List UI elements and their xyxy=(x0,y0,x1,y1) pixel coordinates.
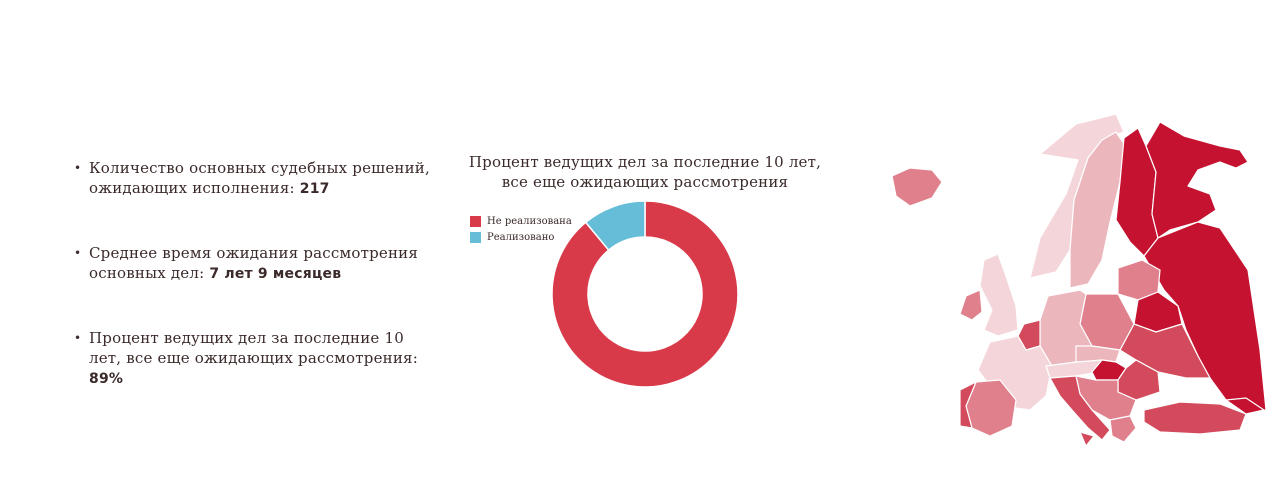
chart-legend: Не реализована Реализовано xyxy=(470,213,572,245)
legend-item-implemented[interactable]: Реализовано xyxy=(470,229,572,245)
map-region-greece xyxy=(1109,415,1137,443)
map-region-caucasus xyxy=(1225,397,1265,415)
map-region-ireland xyxy=(959,289,983,321)
map-region-ukraine xyxy=(1119,323,1211,379)
map-region-uk xyxy=(979,253,1019,337)
map-region-turkey xyxy=(1143,401,1247,435)
donut-slice-not-implemented[interactable] xyxy=(551,200,739,388)
stat-value: 89% xyxy=(89,371,124,387)
stat-leading-cases-pending: Процент ведущих дел за последние 10 лет,… xyxy=(74,328,434,389)
chart-title: Процент ведущих дел за последние 10 лет,… xyxy=(468,153,822,191)
legend-swatch xyxy=(470,215,481,227)
map-region-italy xyxy=(1049,375,1111,447)
donut-slice-implemented[interactable] xyxy=(584,200,646,252)
map-region-iceland xyxy=(891,167,943,207)
stat-value: 7 лет 9 месяцев xyxy=(209,266,342,282)
stat-pending-judgments: Количество основных судебных решений, ож… xyxy=(74,158,434,199)
stat-average-wait: Среднее время ожидания рассмотрения осно… xyxy=(74,243,434,284)
stat-label: Процент ведущих дел за последние 10 лет,… xyxy=(89,329,418,367)
legend-item-not-implemented[interactable]: Не реализована xyxy=(470,213,572,229)
donut-chart xyxy=(551,200,739,388)
stat-label: Среднее время ожидания рассмотрения осно… xyxy=(89,244,419,282)
legend-label: Реализовано xyxy=(487,231,555,243)
key-statistics-list: Количество основных судебных решений, ож… xyxy=(74,158,434,389)
stat-label: Количество основных судебных решений, ож… xyxy=(89,159,430,197)
legend-label: Не реализована xyxy=(487,215,572,227)
legend-swatch xyxy=(470,231,481,243)
europe-map-icon xyxy=(891,113,1267,447)
map-region-portugal xyxy=(959,381,977,429)
stat-value: 217 xyxy=(299,181,330,197)
